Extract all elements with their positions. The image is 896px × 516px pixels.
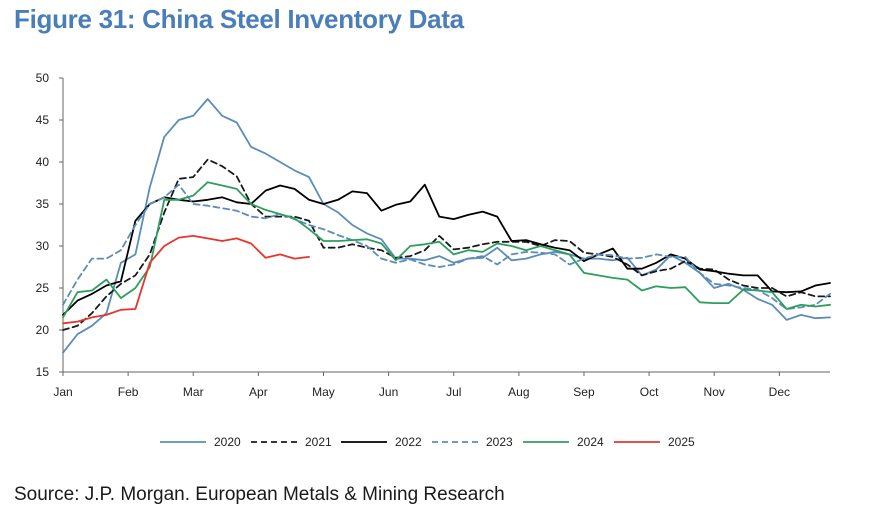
x-tick-label: Jul	[446, 385, 461, 399]
source-note: Source: J.P. Morgan. European Metals & M…	[14, 484, 505, 505]
axes	[59, 77, 830, 376]
y-tick-label: 50	[36, 71, 50, 85]
series-line-2024	[62, 181, 831, 319]
legend-label-2025: 2025	[668, 435, 695, 449]
y-tick-label: 15	[36, 365, 50, 379]
series-line-2023	[62, 183, 831, 310]
legend-label-2023: 2023	[486, 435, 513, 449]
legend-label-2021: 2021	[305, 435, 332, 449]
legend-label-2020: 2020	[214, 435, 241, 449]
figure-title: Figure 31: China Steel Inventory Data	[14, 4, 464, 34]
series-line-2025	[62, 234, 310, 325]
legend-label-2022: 2022	[395, 435, 422, 449]
legend: 2020 2021 2022 2023 2024 2025	[160, 435, 695, 449]
x-tick-label: Apr	[249, 385, 268, 399]
y-tick-labels: 15 20 25 30 35 40 45 50	[36, 71, 50, 379]
x-tick-labels: Jan Feb Mar Apr May Jun Jul Aug Sep Oct Nov Dec	[53, 385, 790, 399]
series-line-2022	[62, 183, 831, 316]
legend-label-2024: 2024	[577, 435, 604, 449]
x-tick-label: Feb	[118, 385, 139, 399]
series-lines	[62, 98, 831, 354]
y-tick-label: 40	[36, 155, 50, 169]
x-tick-label: Jan	[53, 385, 72, 399]
x-tick-label: Aug	[508, 385, 529, 399]
x-tick-label: Sep	[573, 385, 595, 399]
y-tick-label: 35	[36, 197, 50, 211]
y-tick-label: 20	[36, 323, 50, 337]
series-line-2020	[62, 98, 831, 354]
x-tick-label: Nov	[704, 385, 725, 399]
x-tick-label: May	[312, 385, 335, 399]
x-tick-label: Oct	[640, 385, 659, 399]
series-line-2021	[62, 158, 831, 331]
x-tick-label: Jun	[379, 385, 398, 399]
y-tick-label: 30	[36, 239, 50, 253]
x-tick-label: Mar	[183, 385, 204, 399]
x-tick-label: Dec	[769, 385, 790, 399]
y-tick-label: 25	[36, 281, 50, 295]
y-tick-label: 45	[36, 113, 50, 127]
